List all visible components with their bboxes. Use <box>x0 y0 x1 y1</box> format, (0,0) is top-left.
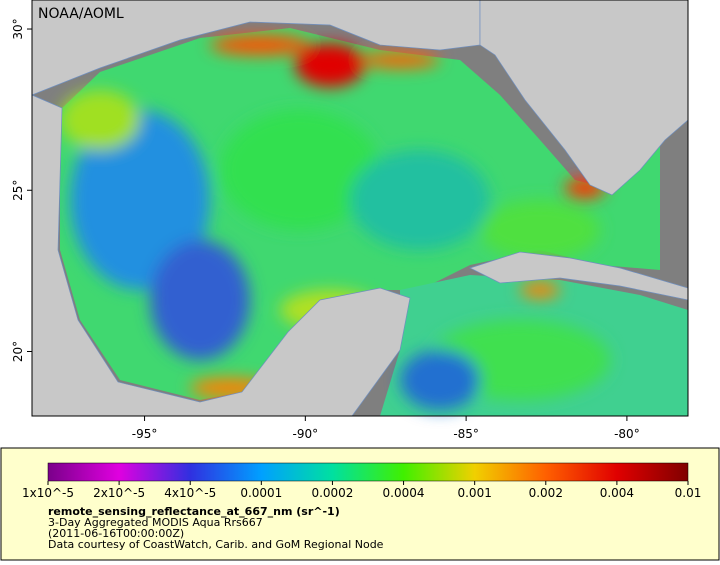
caption-line: (2011-06-16T00:00:00Z) <box>48 527 184 540</box>
caption-line: 3-Day Aggregated MODIS Aqua Rrs667 <box>48 516 263 529</box>
colorbar-label: 1x10^-5 <box>22 486 74 500</box>
lon-tick-label: -85° <box>453 427 479 441</box>
colorbar-label: 0.0004 <box>383 486 425 500</box>
lat-tick-label: 25° <box>11 180 25 201</box>
lon-axis: -95° -90° -85° -80° <box>132 416 640 441</box>
lon-tick-label: -90° <box>293 427 319 441</box>
water-color <box>60 28 688 416</box>
colorbar-label: 4x10^-5 <box>164 486 216 500</box>
patch <box>60 90 140 150</box>
lon-tick-label: -95° <box>132 427 158 441</box>
colorbar-label: 2x10^-5 <box>93 486 145 500</box>
colorbar-label: 0.01 <box>675 486 702 500</box>
credit: NOAA/AOML <box>38 6 124 22</box>
patch <box>350 150 490 250</box>
patch <box>295 43 365 87</box>
lat-tick-label: 20° <box>11 341 25 362</box>
colorbar-label: 0.002 <box>529 486 563 500</box>
caption-title: remote_sensing_reflectance_at_667_nm (sr… <box>48 505 340 518</box>
colorbar-labels: 1x10^-5 2x10^-5 4x10^-5 0.0001 0.0002 0.0004 0… <box>22 481 701 500</box>
map-frame <box>31 0 689 417</box>
colorbar-label: 0.0001 <box>240 486 282 500</box>
patch <box>150 240 250 360</box>
patch <box>400 350 480 410</box>
patch <box>480 200 600 260</box>
colorbar-label: 0.0002 <box>311 486 353 500</box>
water-patches <box>60 90 610 410</box>
patch <box>220 110 380 230</box>
lat-tick-label: 30° <box>11 18 25 39</box>
patch <box>210 35 310 55</box>
land <box>31 0 689 417</box>
coastal-high <box>190 35 605 398</box>
patch <box>360 52 440 68</box>
patch <box>70 110 210 290</box>
colorbar-label: 0.001 <box>457 486 491 500</box>
caption-line: Data courtesy of CoastWatch, Carib. and … <box>48 538 384 551</box>
lat-axis: 20° 25° 30° <box>11 18 32 362</box>
mexico <box>31 94 411 417</box>
patch <box>520 282 560 298</box>
lon-tick-label: -80° <box>614 427 640 441</box>
colorbar <box>47 462 689 482</box>
colorbar-label: 0.004 <box>600 486 634 500</box>
